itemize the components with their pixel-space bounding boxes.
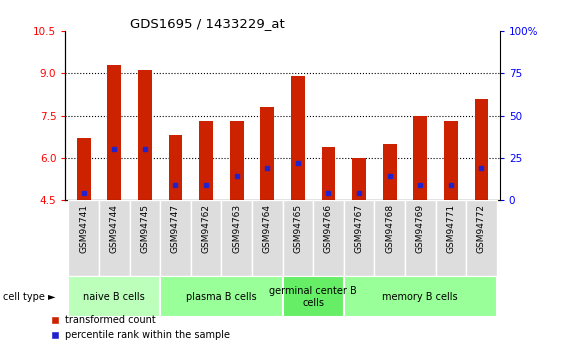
Text: GSM94767: GSM94767 <box>354 204 364 253</box>
Bar <box>414 116 427 200</box>
Text: GSM94741: GSM94741 <box>79 204 88 253</box>
Bar <box>352 158 366 200</box>
Bar <box>191 200 222 276</box>
Text: memory B cells: memory B cells <box>382 292 458 302</box>
Bar <box>252 200 283 276</box>
Bar <box>230 121 244 200</box>
Text: germinal center B
cells: germinal center B cells <box>269 286 357 307</box>
Text: GSM94764: GSM94764 <box>263 204 272 253</box>
Bar <box>107 65 121 200</box>
Bar <box>68 276 160 317</box>
Text: GDS1695 / 1433229_at: GDS1695 / 1433229_at <box>131 17 285 30</box>
Bar <box>444 121 458 200</box>
Text: GSM94744: GSM94744 <box>110 204 119 253</box>
Legend: transformed count, percentile rank within the sample: transformed count, percentile rank withi… <box>51 315 230 340</box>
Bar <box>68 200 99 276</box>
Text: GSM94747: GSM94747 <box>171 204 180 253</box>
Bar <box>160 276 283 317</box>
Text: plasma B cells: plasma B cells <box>186 292 257 302</box>
Bar <box>313 200 344 276</box>
Bar <box>99 200 130 276</box>
Text: GSM94766: GSM94766 <box>324 204 333 253</box>
Text: cell type ►: cell type ► <box>3 292 55 302</box>
Bar <box>138 70 152 200</box>
Bar <box>383 144 396 200</box>
Bar <box>169 135 182 200</box>
Bar <box>199 121 213 200</box>
Bar <box>283 276 344 317</box>
Bar <box>77 138 90 200</box>
Text: GSM94763: GSM94763 <box>232 204 241 253</box>
Bar <box>291 76 305 200</box>
Bar <box>283 200 313 276</box>
Bar <box>160 200 191 276</box>
Text: GSM94769: GSM94769 <box>416 204 425 253</box>
Text: GSM94745: GSM94745 <box>140 204 149 253</box>
Bar <box>130 200 160 276</box>
Bar <box>374 200 405 276</box>
Bar <box>475 99 488 200</box>
Bar <box>436 200 466 276</box>
Text: GSM94772: GSM94772 <box>477 204 486 253</box>
Text: GSM94768: GSM94768 <box>385 204 394 253</box>
Bar <box>466 200 497 276</box>
Bar <box>344 276 497 317</box>
Text: GSM94762: GSM94762 <box>202 204 211 253</box>
Bar <box>260 107 274 200</box>
Bar <box>344 200 374 276</box>
Bar <box>222 200 252 276</box>
Bar <box>321 147 335 200</box>
Text: GSM94765: GSM94765 <box>294 204 302 253</box>
Bar <box>405 200 436 276</box>
Text: naive B cells: naive B cells <box>83 292 145 302</box>
Text: GSM94771: GSM94771 <box>446 204 456 253</box>
